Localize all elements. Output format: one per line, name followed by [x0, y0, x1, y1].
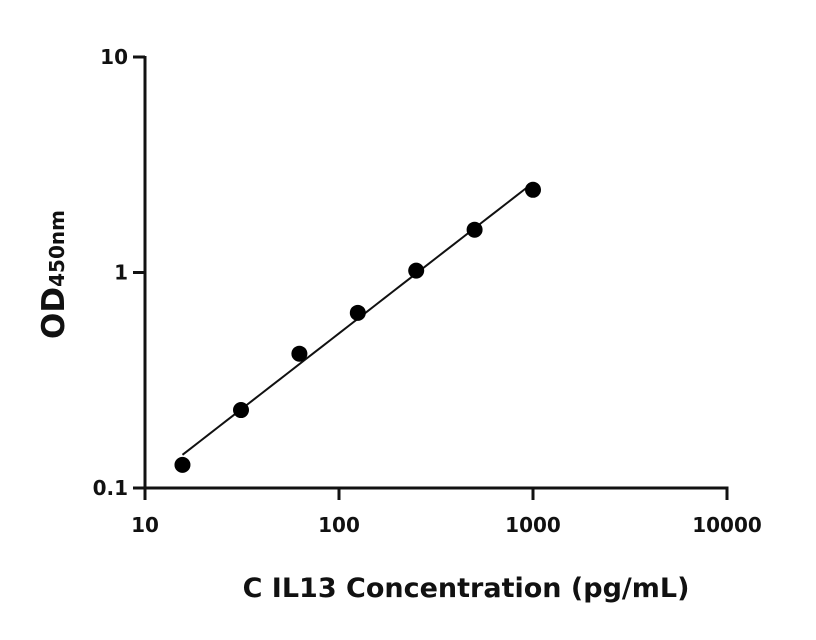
y-axis-title-main: OD	[36, 287, 72, 339]
data-points	[174, 181, 541, 473]
y-tick-label: 0.1	[93, 476, 128, 500]
x-tick-label: 1000	[505, 513, 561, 537]
y-ticks: 0.1 1 10	[93, 45, 145, 500]
x-axis-title: C IL13 Concentration (pg/mL)	[243, 573, 690, 604]
data-point	[408, 262, 425, 279]
y-axis-title-sub: 450nm	[45, 210, 69, 287]
x-ticks: 10 100 1000 10000	[131, 488, 762, 537]
y-tick-label: 1	[114, 261, 128, 285]
data-point	[291, 345, 308, 362]
x-tick-label: 100	[318, 513, 360, 537]
data-point	[174, 456, 191, 473]
data-point	[466, 221, 483, 238]
data-point	[525, 181, 541, 198]
y-axis-title: OD450nm	[36, 210, 72, 339]
x-tick-label: 10000	[692, 513, 762, 537]
y-tick-label: 10	[100, 45, 128, 69]
x-tick-label: 10	[131, 513, 159, 537]
data-point	[233, 402, 250, 419]
axes	[143, 56, 729, 490]
data-point	[349, 304, 366, 321]
